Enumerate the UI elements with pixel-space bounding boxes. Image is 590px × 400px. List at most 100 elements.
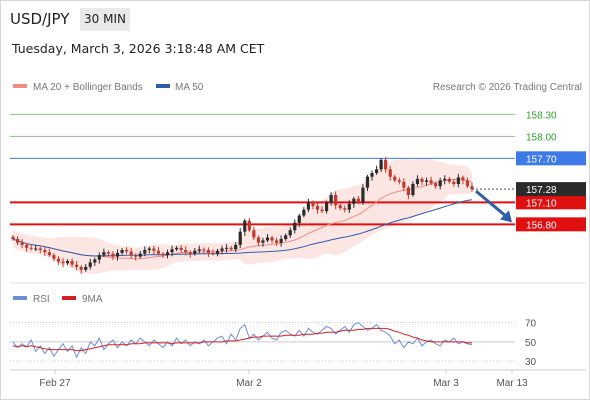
time-axis: Feb 27 Mar 2 Mar 3 Mar 13 xyxy=(39,370,528,389)
candle-body xyxy=(206,250,211,253)
candle-body xyxy=(243,220,247,232)
candle-body xyxy=(29,247,33,249)
legend-rsi-label: RSI xyxy=(33,294,50,305)
candle-body xyxy=(465,180,470,187)
candle-body xyxy=(361,187,365,203)
candle-body xyxy=(93,259,97,263)
rsi-tick-50: 50 xyxy=(525,338,537,349)
candle-body xyxy=(56,258,61,262)
candle-body xyxy=(470,186,474,190)
candle-body xyxy=(220,248,224,251)
price-panel: 158.30 158.00 157.70 157.10 156.80 157.28 xyxy=(10,110,586,274)
legend-swatch-ma50 xyxy=(156,84,170,88)
rsi-tick-70: 70 xyxy=(525,319,537,330)
candle-body xyxy=(147,248,151,250)
level-label-157.70: 157.70 xyxy=(526,154,557,165)
legend-swatch-rsi xyxy=(13,296,27,300)
candle-body xyxy=(75,264,79,267)
candle-body xyxy=(365,176,370,188)
candle-body xyxy=(65,261,70,264)
candle-body xyxy=(61,261,65,264)
candle-body xyxy=(347,203,351,210)
candle-body xyxy=(15,239,20,243)
candle-body xyxy=(161,253,165,256)
candle-body xyxy=(297,215,301,223)
candle-body xyxy=(329,195,333,203)
candle-body xyxy=(402,181,406,188)
time-tick-mar-2: Mar 2 xyxy=(236,378,262,389)
candle-body xyxy=(170,249,174,253)
candle-body xyxy=(261,240,265,243)
candle-body xyxy=(138,253,142,257)
candle-body xyxy=(34,248,38,250)
candle-body xyxy=(306,202,310,210)
candle-body xyxy=(438,180,442,187)
candle-body xyxy=(115,252,120,257)
rsi-line xyxy=(12,322,473,359)
candle-body xyxy=(111,253,115,257)
candle-body xyxy=(302,209,306,216)
candle-body xyxy=(25,244,29,248)
legend-swatch-ma20 xyxy=(13,84,27,88)
candle-body xyxy=(461,177,465,181)
bollinger-band xyxy=(13,158,472,274)
candle-body xyxy=(356,198,360,203)
candle-body xyxy=(293,222,297,231)
last-price-tag xyxy=(516,182,586,197)
candle-body xyxy=(129,251,133,256)
candle-body xyxy=(252,230,256,238)
candle-body xyxy=(234,244,238,250)
candle-body xyxy=(447,178,451,182)
candle-body xyxy=(429,180,433,184)
level-label-158.30: 158.30 xyxy=(526,110,557,121)
candle-body xyxy=(420,178,424,182)
level-tag-157.10 xyxy=(516,195,586,210)
candle-body xyxy=(211,252,215,254)
time-tick-mar-13: Mar 13 xyxy=(496,378,528,389)
timeframe-badge[interactable]: 30 MIN xyxy=(80,8,130,31)
candle-body xyxy=(43,250,47,253)
candle-body xyxy=(52,255,56,259)
candle-body xyxy=(97,255,101,260)
candle-body xyxy=(125,250,129,252)
candle-body xyxy=(352,198,356,204)
candle-body xyxy=(70,261,74,265)
ma50-line xyxy=(12,199,473,257)
candle-body xyxy=(279,239,283,243)
candle-body xyxy=(84,266,88,270)
candle-body xyxy=(247,220,251,231)
level-tag-156.80 xyxy=(516,217,586,232)
candle-body xyxy=(288,230,292,236)
candle-body xyxy=(274,240,279,243)
candle-body xyxy=(374,169,379,173)
candle-body xyxy=(338,205,342,209)
symbol-label: USD/JPY xyxy=(10,10,70,28)
candle-body xyxy=(379,159,383,170)
time-tick-feb-27: Feb 27 xyxy=(39,378,71,389)
candle-body xyxy=(415,178,420,184)
candle-body xyxy=(79,266,83,270)
candle-body xyxy=(456,177,460,184)
candle-body xyxy=(47,252,51,256)
candle-body xyxy=(443,178,447,181)
candle-body xyxy=(388,169,392,177)
legend-ma20-label: MA 20 + Bollinger Bands xyxy=(33,82,143,93)
level-tag-157.70 xyxy=(516,151,586,166)
candle-body xyxy=(215,250,220,254)
candle-body xyxy=(197,249,201,251)
level-label-156.80: 156.80 xyxy=(526,220,557,231)
candle-body xyxy=(238,231,242,245)
candle-body xyxy=(184,250,188,253)
candle-body xyxy=(175,247,179,250)
candle-body xyxy=(334,195,338,206)
level-label-158.00: 158.00 xyxy=(526,132,557,143)
candle-body xyxy=(320,209,324,212)
candle-body xyxy=(452,181,456,184)
candle-body xyxy=(152,248,156,251)
candle-body xyxy=(270,237,274,241)
candle-body xyxy=(311,202,315,206)
forecast-arrow-shaft xyxy=(475,189,506,217)
candle-body xyxy=(229,247,233,250)
candle-body xyxy=(406,187,410,195)
